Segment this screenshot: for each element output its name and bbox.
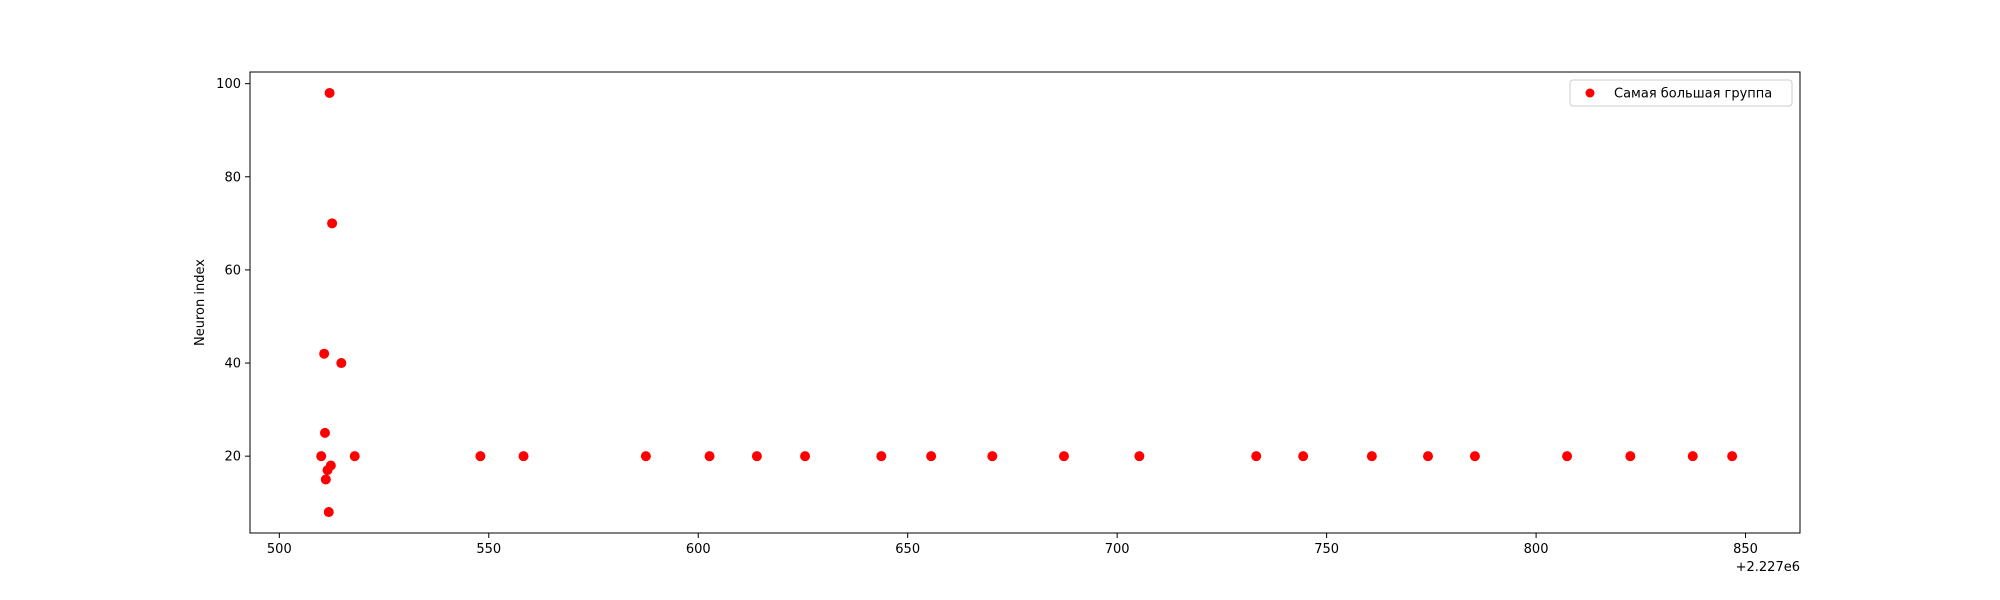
data-point [1727, 451, 1738, 462]
legend: Самая большая группа [1569, 79, 1793, 107]
legend-label: Самая большая группа [1614, 87, 1772, 102]
data-point [1058, 451, 1069, 462]
y-tick-label: 80 [224, 170, 241, 185]
data-point [1298, 451, 1309, 462]
data-point [1251, 451, 1262, 462]
data-point [926, 451, 937, 462]
data-point [336, 358, 347, 369]
x-axis-ticks: 500 550 600 650 700 750 800 850 [267, 533, 1758, 557]
data-point [987, 451, 998, 462]
x-tick-label: 600 [686, 542, 711, 557]
legend-box [1569, 79, 1793, 107]
data-point [518, 451, 529, 462]
data-point [319, 427, 330, 438]
data-point [475, 451, 486, 462]
x-tick-label: 800 [1524, 542, 1549, 557]
x-tick-label: 850 [1733, 542, 1758, 557]
y-tick-label: 60 [224, 263, 241, 278]
data-point [324, 87, 335, 98]
data-point [323, 507, 334, 518]
x-tick-label: 750 [1314, 542, 1339, 557]
data-point [1469, 451, 1480, 462]
plot-frame [249, 71, 1801, 534]
data-point [800, 451, 811, 462]
data-point [327, 218, 338, 229]
data-point [320, 474, 331, 485]
x-tick-label: 700 [1105, 542, 1130, 557]
legend-marker [1585, 88, 1595, 98]
data-point [640, 451, 651, 462]
data-point [1423, 451, 1433, 462]
data-point [751, 451, 762, 462]
data-point [1625, 451, 1636, 462]
data-point [876, 451, 887, 462]
data-point [319, 348, 330, 359]
data-point [316, 451, 327, 462]
y-axis-label: Neuron index [193, 259, 208, 346]
x-axis-offset-label: +2.227e6 [1736, 560, 1800, 575]
y-tick-label: 20 [224, 450, 241, 465]
plot-area [249, 71, 1801, 534]
y-axis-ticks: 20 40 60 80 100 [216, 77, 250, 465]
x-tick-label: 500 [267, 542, 292, 557]
data-point [704, 451, 715, 462]
x-tick-label: 650 [895, 542, 920, 557]
data-point [325, 460, 336, 471]
y-tick-label: 40 [224, 357, 241, 372]
data-points [316, 87, 1738, 518]
data-point [349, 451, 360, 462]
data-point [1366, 451, 1377, 462]
x-tick-label: 550 [476, 542, 501, 557]
data-point [1687, 451, 1698, 462]
data-point [1562, 451, 1573, 462]
y-tick-label: 100 [216, 77, 241, 92]
data-point [1134, 451, 1145, 462]
